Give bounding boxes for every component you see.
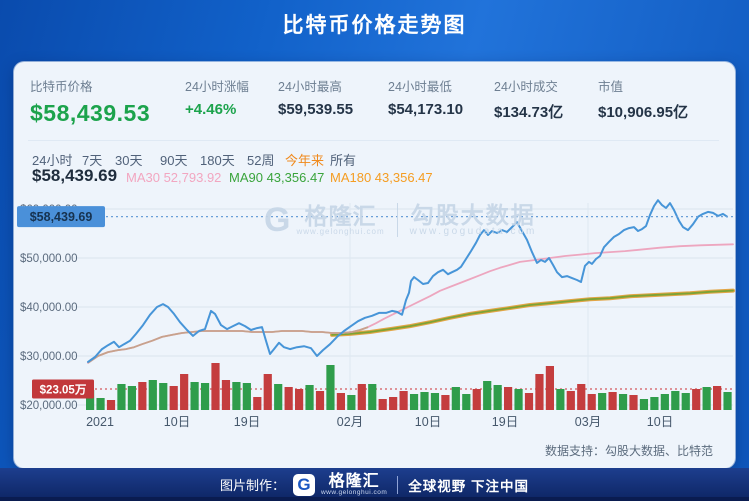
stat-value: $10,906.95亿 [598, 104, 689, 121]
stat-low-24h: 24小时最低 $54,173.10 [388, 76, 463, 118]
svg-text:$30,000.00: $30,000.00 [20, 351, 78, 363]
stat-label: 比特币价格 [30, 80, 93, 94]
stat-value: +4.46% [185, 101, 237, 118]
stats-divider [28, 140, 719, 141]
stat-label: 市值 [598, 80, 624, 94]
legend-ma90: MA90 43,356.47 [229, 170, 325, 185]
legend-ma180: MA180 43,356.47 [330, 170, 433, 185]
stat-high-24h: 24小时最高 $59,539.55 [278, 76, 353, 118]
svg-text:03月: 03月 [575, 415, 601, 429]
svg-text:$50,000.00: $50,000.00 [20, 253, 78, 265]
price-card: 比特币价格 $58,439.53 24小时涨幅 +4.46% 24小时最高 $5… [14, 62, 735, 468]
svg-text:02月: 02月 [337, 415, 363, 429]
stat-value: $59,539.55 [278, 101, 354, 118]
tab-30d[interactable]: 30天 [115, 153, 143, 168]
svg-text:$23.05万: $23.05万 [40, 384, 87, 397]
svg-text:19日: 19日 [234, 415, 260, 429]
svg-text:2021: 2021 [86, 415, 114, 429]
footer-made-by: 图片制作： [219, 478, 285, 493]
stat-price: 比特币价格 $58,439.53 [30, 76, 150, 127]
footer-brand: 格隆汇 [328, 472, 380, 490]
tab-90d[interactable]: 90天 [160, 153, 188, 168]
tab-ytd[interactable]: 今年来 [285, 153, 325, 168]
footer-slogan: 全球视野 下注中国 [408, 478, 530, 494]
stat-label: 24小时涨幅 [185, 80, 249, 94]
footer-bottom-strip [0, 497, 749, 501]
stat-label: 24小时最高 [278, 80, 342, 94]
stat-value: $134.73亿 [494, 104, 564, 121]
stat-value: $54,173.10 [388, 101, 464, 118]
tab-180d[interactable]: 180天 [200, 153, 235, 168]
page-title: 比特币价格走势图 [282, 14, 467, 37]
svg-text:$20,000.00: $20,000.00 [20, 400, 78, 412]
stat-volume-24h: 24小时成交 $134.73亿 [494, 76, 563, 122]
stat-change-24h: 24小时涨幅 +4.46% [185, 76, 249, 118]
legend-ma30: MA30 52,793.92 [126, 170, 222, 185]
tab-24h[interactable]: 24小时 [32, 153, 73, 168]
stat-label: 24小时最低 [388, 80, 452, 94]
footer-divider [397, 475, 399, 494]
tab-7d[interactable]: 7天 [82, 153, 103, 168]
stat-label: 24小时成交 [494, 80, 558, 94]
tab-52w[interactable]: 52周 [247, 153, 275, 168]
gelonghui-logo-icon: G [292, 473, 315, 496]
price-chart: $60,000.00$50,000.00$40,000.00$30,000.00… [17, 199, 735, 429]
footer-bar: 图片制作： G 格隆汇 www.gelonghui.com 全球视野 下注中国 [0, 468, 749, 501]
footer-brand-url: www.gelonghui.com [320, 488, 388, 496]
svg-text:10日: 10日 [164, 415, 190, 429]
svg-text:$40,000.00: $40,000.00 [20, 302, 78, 314]
svg-text:10日: 10日 [415, 415, 441, 429]
svg-text:$58,439.69: $58,439.69 [30, 210, 93, 224]
stat-value: $58,439.53 [30, 100, 151, 126]
data-support-text: 数据支持：勾股大数据、比特范 [544, 444, 713, 458]
stat-market-cap: 市值 $10,906.95亿 [598, 76, 688, 122]
svg-text:10日: 10日 [647, 415, 673, 429]
svg-text:19日: 19日 [492, 415, 518, 429]
tab-all[interactable]: 所有 [330, 153, 357, 168]
legend-current-price: $58,439.69 [32, 166, 118, 185]
